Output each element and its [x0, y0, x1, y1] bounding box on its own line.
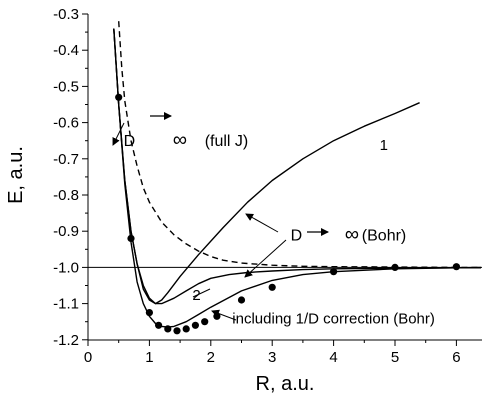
annotation-full-j-d: D	[124, 133, 136, 150]
data-point	[164, 325, 172, 333]
series-line-3	[113, 28, 482, 328]
data-points-layer	[115, 93, 460, 335]
leader-bohr-lower	[244, 239, 287, 278]
y-tick-label: -0.6	[53, 115, 79, 132]
x-axis-label: R, a.u.	[256, 373, 315, 395]
y-tick-label: -1.0	[53, 259, 79, 276]
y-tick-label: -1.2	[53, 332, 79, 349]
y-tick-label: -0.9	[53, 223, 79, 240]
data-point	[173, 327, 181, 335]
data-point	[268, 283, 276, 291]
leader-correction	[211, 309, 237, 321]
annotation-correction: including 1/D correction (Bohr)	[232, 311, 435, 328]
leader-bohr-upper	[245, 213, 279, 233]
y-tick-label: -0.4	[53, 42, 79, 59]
series-line-1	[113, 28, 420, 305]
x-tick-label: 4	[329, 349, 337, 366]
x-tick-label: 3	[268, 349, 276, 366]
y-tick-label: -0.3	[53, 6, 79, 23]
annotation-bohr-label: (Bohr)	[362, 227, 406, 244]
series-layer	[113, 21, 482, 328]
data-point	[237, 296, 246, 304]
x-tick-label: 6	[452, 349, 460, 366]
x-tick-label: 5	[391, 349, 399, 366]
y-axis-label: E, a.u.	[5, 146, 27, 204]
data-point	[182, 325, 190, 333]
x-tick-label: 0	[84, 349, 92, 366]
annotation-arrows	[112, 112, 329, 321]
data-point	[191, 321, 199, 329]
annotation-bohr-infinity: ∞	[345, 223, 359, 245]
series-line-4	[118, 21, 481, 269]
annotation-curve-1: 1	[380, 137, 388, 154]
leader-curve-2	[192, 288, 211, 298]
annotation-full-j-label: (full J)	[205, 133, 249, 150]
plot-frame	[87, 14, 482, 341]
data-point	[391, 263, 399, 271]
data-point	[127, 234, 135, 242]
data-point	[201, 318, 209, 326]
annotations: D ∞ (full J) 1 D ∞ (Bohr) 2 including 1/…	[124, 129, 435, 327]
series-line-2	[113, 28, 481, 305]
y-tick-label: -0.7	[53, 151, 79, 168]
data-point	[330, 268, 338, 276]
data-point	[452, 263, 460, 271]
y-tick-label: -0.8	[53, 187, 79, 204]
annotation-full-j-infinity: ∞	[173, 129, 187, 151]
x-tick-label: 1	[145, 349, 153, 366]
data-point	[145, 309, 153, 317]
data-point	[155, 321, 163, 329]
y-tick-label: -1.1	[53, 296, 79, 313]
leader-full-j	[112, 122, 125, 146]
x-tick-label: 2	[207, 349, 215, 366]
y-tick-label: -0.5	[53, 78, 79, 95]
annotation-bohr-d: D	[291, 227, 303, 244]
ticks-layer: 0 1 2 3 4 5 6 -0.3 -0.4 -0.5 -0.6 -0.7 -0.8 -0.9 -1.0 -…	[53, 6, 460, 366]
data-point	[115, 93, 123, 101]
